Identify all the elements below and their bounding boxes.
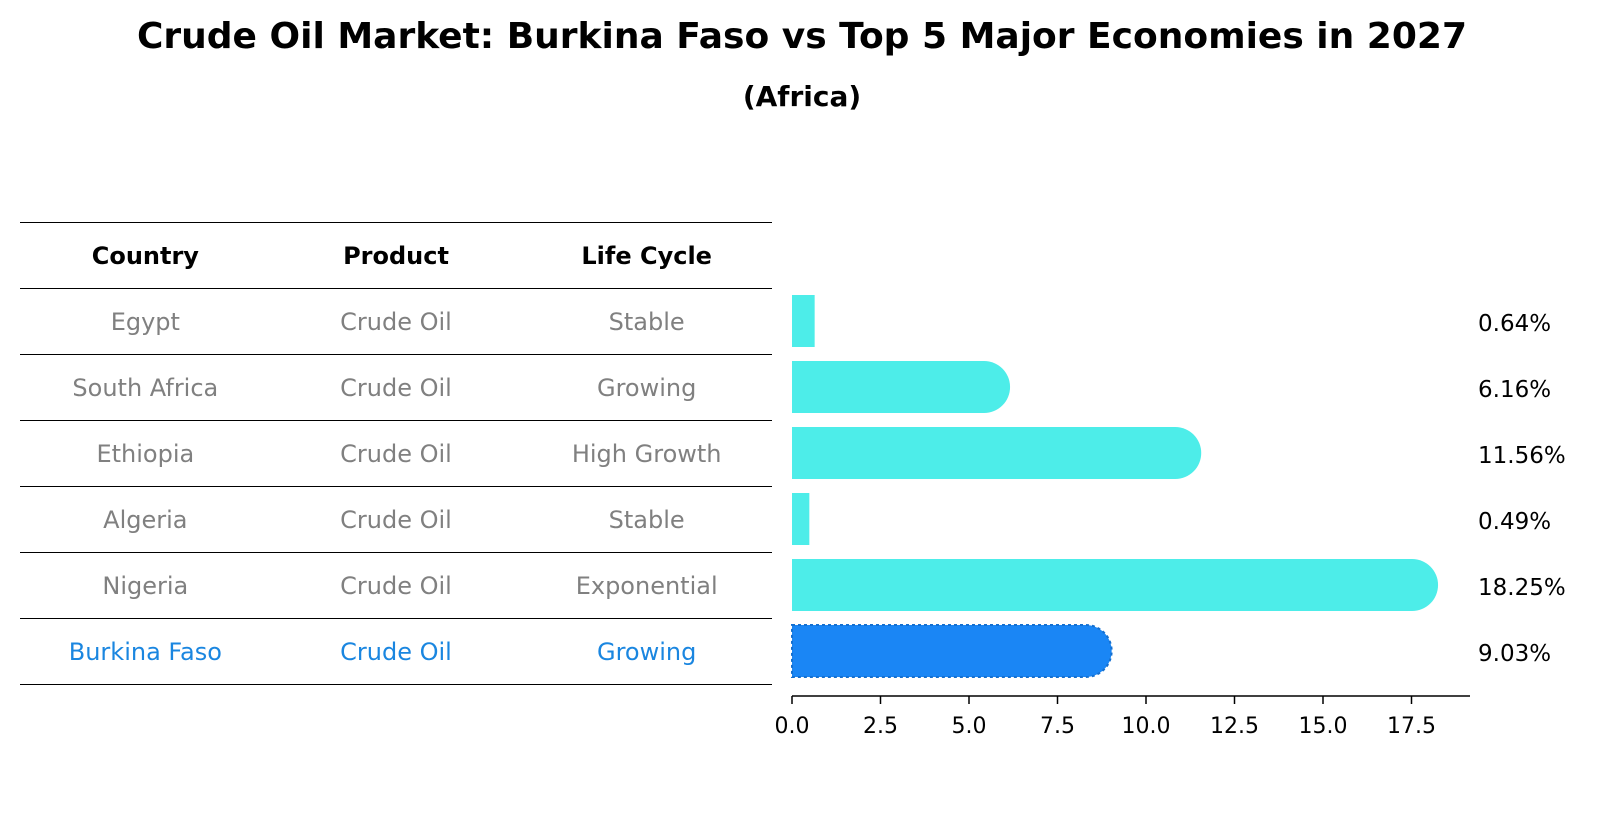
table-row: Algeria Crude Oil Stable xyxy=(20,487,772,553)
product-cell: Crude Oil xyxy=(340,373,452,402)
product-cell: Crude Oil xyxy=(340,637,452,666)
x-tick-label: 15.0 xyxy=(1299,714,1348,739)
product-cell: Crude Oil xyxy=(340,439,452,468)
data-label: 6.16% xyxy=(1478,377,1551,403)
x-tick-label: 5.0 xyxy=(952,714,987,739)
bar-algeria xyxy=(792,493,810,545)
data-label: 0.64% xyxy=(1478,311,1551,337)
chart-subtitle: (Africa) xyxy=(742,80,862,113)
country-cell: Algeria xyxy=(103,505,188,534)
x-tick-label: 17.5 xyxy=(1387,714,1436,739)
bar-nigeria xyxy=(792,559,1439,611)
country-cell: Egypt xyxy=(110,307,180,336)
table-row: Nigeria Crude Oil Exponential xyxy=(20,553,772,619)
product-cell: Crude Oil xyxy=(340,307,452,336)
table-header-row: Country Product Life Cycle xyxy=(20,223,772,289)
table-row: Egypt Crude Oil Stable xyxy=(20,289,772,355)
column-header-life-cycle: Life Cycle xyxy=(581,241,712,270)
life-cycle-cell: Exponential xyxy=(575,571,718,600)
life-cycle-cell: High Growth xyxy=(571,439,722,468)
bar-south-africa xyxy=(792,361,1011,413)
table-row-highlighted: Burkina Faso Crude Oil Growing xyxy=(20,619,772,685)
table-row: South Africa Crude Oil Growing xyxy=(20,355,772,421)
data-label: 18.25% xyxy=(1478,575,1566,601)
x-tick-label: 2.5 xyxy=(863,714,898,739)
country-cell: South Africa xyxy=(72,373,219,402)
x-tick-label: 0.0 xyxy=(775,714,810,739)
data-label: 11.56% xyxy=(1478,443,1566,469)
bar-egypt xyxy=(792,295,815,347)
column-header-country: Country xyxy=(91,241,199,270)
table-row: Ethiopia Crude Oil High Growth xyxy=(20,421,772,487)
life-cycle-cell: Stable xyxy=(608,505,685,534)
data-label: 0.49% xyxy=(1478,509,1551,535)
data-label: 9.03% xyxy=(1478,641,1551,667)
country-cell: Ethiopia xyxy=(96,439,195,468)
country-table: Country Product Life Cycle Egypt Crude O… xyxy=(20,222,772,685)
chart-title: Crude Oil Market: Burkina Faso vs Top 5 … xyxy=(136,16,1467,57)
life-cycle-cell: Growing xyxy=(596,373,697,402)
life-cycle-cell: Stable xyxy=(608,307,685,336)
country-cell: Burkina Faso xyxy=(68,637,222,666)
bar-ethiopia xyxy=(792,427,1202,479)
product-cell: Crude Oil xyxy=(340,505,452,534)
column-header-product: Product xyxy=(343,241,449,270)
x-tick-label: 7.5 xyxy=(1040,714,1075,739)
life-cycle-cell: Growing xyxy=(596,637,697,666)
product-cell: Crude Oil xyxy=(340,571,452,600)
x-tick-label: 12.5 xyxy=(1210,714,1259,739)
country-cell: Nigeria xyxy=(102,571,189,600)
bar-burkina-faso xyxy=(791,624,1113,678)
x-tick-label: 10.0 xyxy=(1122,714,1171,739)
